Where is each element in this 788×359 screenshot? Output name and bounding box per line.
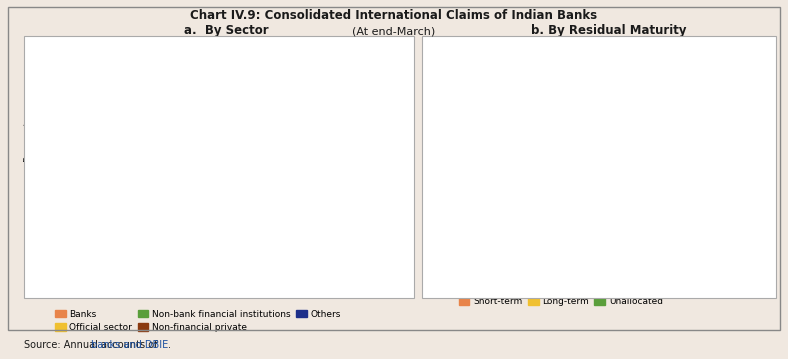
Legend: Banks, Official sector, Non-bank financial institutions, Non-financial private, : Banks, Official sector, Non-bank financi… [51,306,344,336]
Title: b. By Residual Maturity: b. By Residual Maturity [531,24,686,37]
Bar [556,96,582,244]
Text: Chart IV.9: Consolidated International Claims of Indian Banks: Chart IV.9: Consolidated International C… [191,9,597,22]
Bar [117,178,142,182]
Bar [311,67,336,145]
Bar [78,176,103,195]
Text: (At end-March): (At end-March) [352,27,436,37]
Bar [311,154,336,244]
Bar [272,49,298,61]
Y-axis label: Per cent: Per cent [426,122,436,162]
Bar [556,53,582,96]
Bar [675,94,701,244]
Bar [311,145,336,154]
Bar [714,82,739,244]
Bar [272,121,298,123]
Bar [596,51,622,92]
Bar [350,164,375,244]
Bar [635,51,661,86]
Bar [478,53,504,108]
Bar [117,49,142,80]
Bar [195,49,220,61]
Bar [478,108,504,244]
Bar [596,49,622,51]
Bar [272,133,298,244]
Bar [635,49,661,51]
Bar [233,145,258,244]
Bar [117,80,142,178]
Bar [195,61,220,157]
Bar [155,170,181,244]
Bar [675,51,701,94]
Title: a.  By Sector: a. By Sector [184,24,269,37]
Bar [714,51,739,82]
Bar [350,55,375,153]
Bar [596,92,622,244]
Bar [517,53,543,98]
Bar [350,49,375,55]
Bar [517,98,543,244]
Bar [195,166,220,244]
Bar [195,157,220,166]
Bar [117,182,142,244]
Bar [155,55,181,164]
Bar [78,71,103,176]
Bar [311,47,336,67]
Bar [78,49,103,71]
Y-axis label: Per cent: Per cent [24,122,34,162]
Bar [155,164,181,170]
Bar [272,123,298,133]
Bar [233,63,258,143]
Bar [350,153,375,164]
Bar [272,61,298,121]
Bar [233,49,258,63]
Bar [155,49,181,55]
Legend: Short-term, Long-term, Unallocated: Short-term, Long-term, Unallocated [455,294,667,310]
Bar [556,49,582,53]
Text: banks and DBIE: banks and DBIE [91,340,168,350]
Bar [675,49,701,51]
Bar [78,195,103,244]
Bar [714,49,739,51]
Text: .: . [168,340,171,350]
Text: Source: Annual accounts of: Source: Annual accounts of [24,340,160,350]
Bar [478,49,504,53]
Bar [635,86,661,244]
Bar [517,49,543,53]
Bar [233,143,258,145]
